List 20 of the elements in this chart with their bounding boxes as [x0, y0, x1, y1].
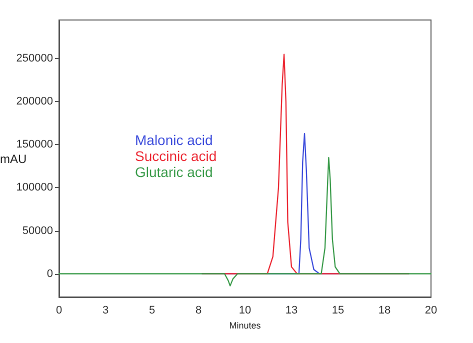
x-tick-label: 3	[102, 304, 109, 316]
x-tick-label: 0	[56, 304, 62, 316]
text: Malonic acid	[135, 132, 213, 148]
x-tick-label: 20	[424, 304, 438, 316]
x-tick-label: 10	[238, 304, 252, 316]
text: Succinic acid	[135, 148, 217, 164]
y-tick-label: 150000	[16, 138, 53, 151]
y-axis-title: mAU	[0, 152, 27, 166]
x-tick-label: 8	[195, 304, 202, 316]
y-tick-label: 200000	[16, 96, 53, 108]
x-tick-label: 13	[285, 304, 298, 316]
text: Glutaric acid	[135, 164, 213, 180]
x-tick-label: 18	[378, 304, 391, 316]
y-tick-label: 50000	[22, 224, 53, 237]
y-tick-label: 0	[46, 268, 53, 280]
y-tick-label: 100000	[16, 182, 53, 194]
x-axis-title: Minutes	[229, 320, 262, 330]
x-tick-label: 15	[332, 304, 344, 316]
x-tick-label: 5	[148, 304, 156, 316]
y-tick-label: 250000	[16, 52, 53, 65]
